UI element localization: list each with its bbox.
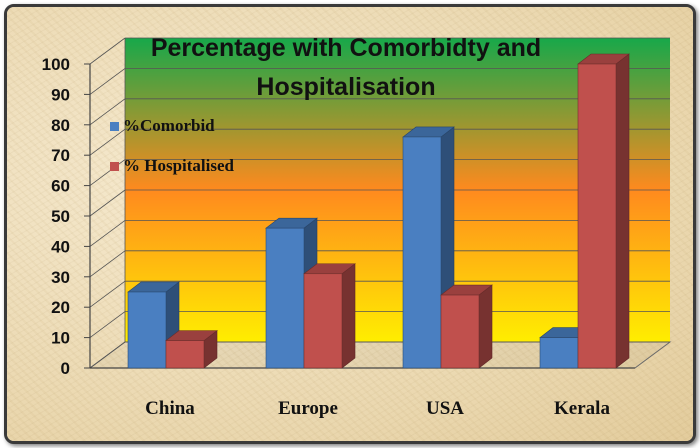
- legend-swatch: [110, 162, 119, 171]
- chart-title-line-1: Percentage with Comorbidty and: [151, 34, 541, 62]
- y-tick-label: 40: [51, 237, 70, 256]
- bar-hospitalised-europe: [303, 263, 356, 369]
- legend-swatch: [110, 122, 119, 131]
- bar-comorbid-usa: [402, 126, 455, 369]
- side-gridline: [89, 98, 126, 126]
- legend-label: % Hospitalised: [123, 156, 235, 175]
- side-gridline: [89, 220, 126, 247]
- y-tick-label: 50: [51, 207, 70, 226]
- x-category-label: Kerala: [554, 398, 610, 419]
- y-tick-label: 90: [51, 85, 70, 104]
- side-gridline: [89, 68, 126, 95]
- side-gridline: [89, 189, 126, 217]
- y-tick-label: 10: [51, 329, 70, 348]
- side-gridline: [89, 280, 126, 308]
- y-tick-label: 80: [51, 116, 70, 135]
- legend-label: %Comorbid: [123, 116, 215, 135]
- side-gridline: [89, 311, 126, 338]
- side-gridline: [89, 37, 126, 65]
- y-tick-label: 20: [51, 298, 70, 317]
- side-gridline: [89, 250, 126, 278]
- y-tick-label: 100: [42, 55, 70, 74]
- y-tick-label: 60: [51, 177, 70, 196]
- side-gridline: [89, 159, 126, 186]
- side-gridline: [89, 128, 126, 156]
- x-category-label: Europe: [278, 398, 338, 419]
- bar-hospitalised-china: [165, 330, 218, 369]
- y-tick-label: 0: [61, 359, 70, 378]
- side-gridline: [89, 341, 126, 369]
- bar-hospitalised-usa: [440, 284, 493, 369]
- chart-title-line-2: Hospitalisation: [256, 73, 435, 101]
- y-tick-label: 30: [51, 268, 70, 287]
- x-category-label: China: [145, 398, 195, 419]
- bar-hospitalised-kerala: [577, 53, 630, 369]
- x-category-label: USA: [426, 398, 464, 419]
- y-tick-label: 70: [51, 146, 70, 165]
